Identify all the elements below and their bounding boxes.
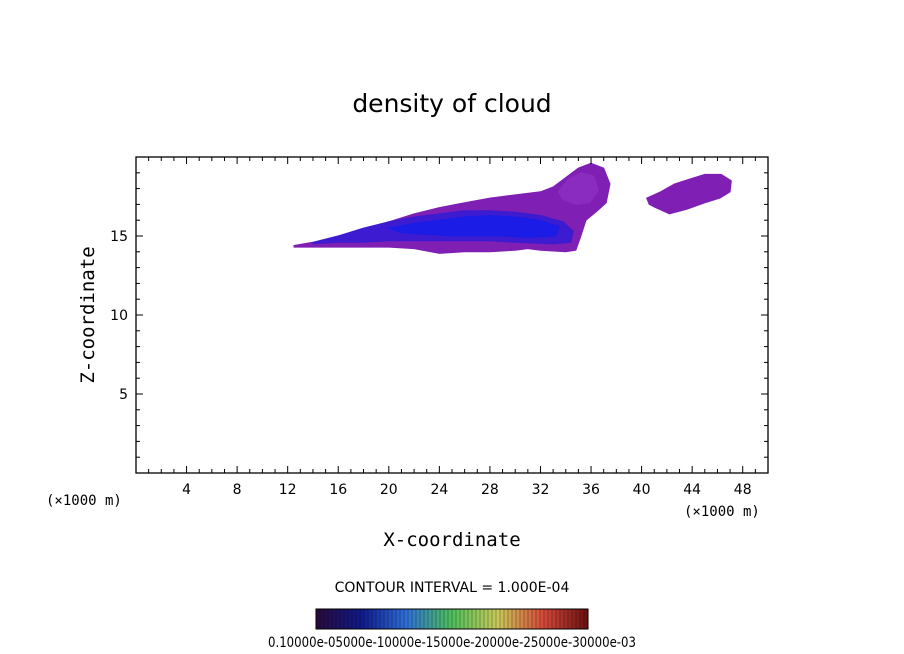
x-tick-label: 44: [683, 482, 701, 498]
y-tick-label: 15: [110, 229, 128, 245]
x-tick-label: 48: [734, 482, 752, 498]
x-tick-label: 36: [582, 482, 600, 498]
y-unit-label: (×1000 m): [46, 493, 122, 509]
y-tick-label: 5: [119, 387, 128, 403]
colorbar-strip: [315, 608, 589, 630]
x-tick-label: 12: [279, 482, 297, 498]
colorbar-lines: [315, 609, 589, 629]
cloud-region-4: [646, 173, 732, 215]
cloud-region-3: [557, 172, 600, 205]
contour-interval-text: CONTOUR INTERVAL = 1.000E-04: [335, 580, 570, 596]
x-axis-label: X-coordinate: [383, 529, 520, 551]
x-tick-label: 24: [430, 482, 448, 498]
x-tick-label: 40: [633, 482, 651, 498]
y-axis-label: Z-coordinate: [77, 246, 99, 383]
x-tick-label: 4: [182, 482, 191, 498]
x-tick-label: 8: [233, 482, 242, 498]
x-tick-label: 20: [380, 482, 398, 498]
x-tick-label: 28: [481, 482, 499, 498]
y-tick-label: 10: [110, 308, 128, 324]
cloud-region-2: [386, 214, 561, 239]
x-tick-label: 16: [329, 482, 347, 498]
colorbar: [315, 608, 589, 630]
x-tick-label: 32: [532, 482, 550, 498]
chart-title: density of cloud: [352, 89, 551, 118]
cloud-density-regions: [293, 162, 732, 254]
x-unit-label: (×1000 m): [684, 504, 760, 520]
colorbar-labels: 0.10000e-05000e-10000e-15000e-20000e-250…: [268, 635, 636, 651]
